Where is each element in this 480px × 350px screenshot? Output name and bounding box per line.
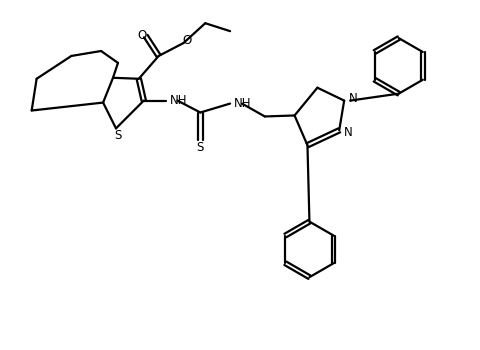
Text: S: S: [114, 129, 121, 142]
Text: NH: NH: [169, 94, 187, 107]
Text: N: N: [344, 126, 353, 139]
Text: O: O: [183, 34, 192, 47]
Text: N: N: [349, 92, 358, 105]
Text: O: O: [137, 29, 146, 42]
Text: S: S: [197, 141, 204, 154]
Text: NH: NH: [234, 97, 252, 110]
